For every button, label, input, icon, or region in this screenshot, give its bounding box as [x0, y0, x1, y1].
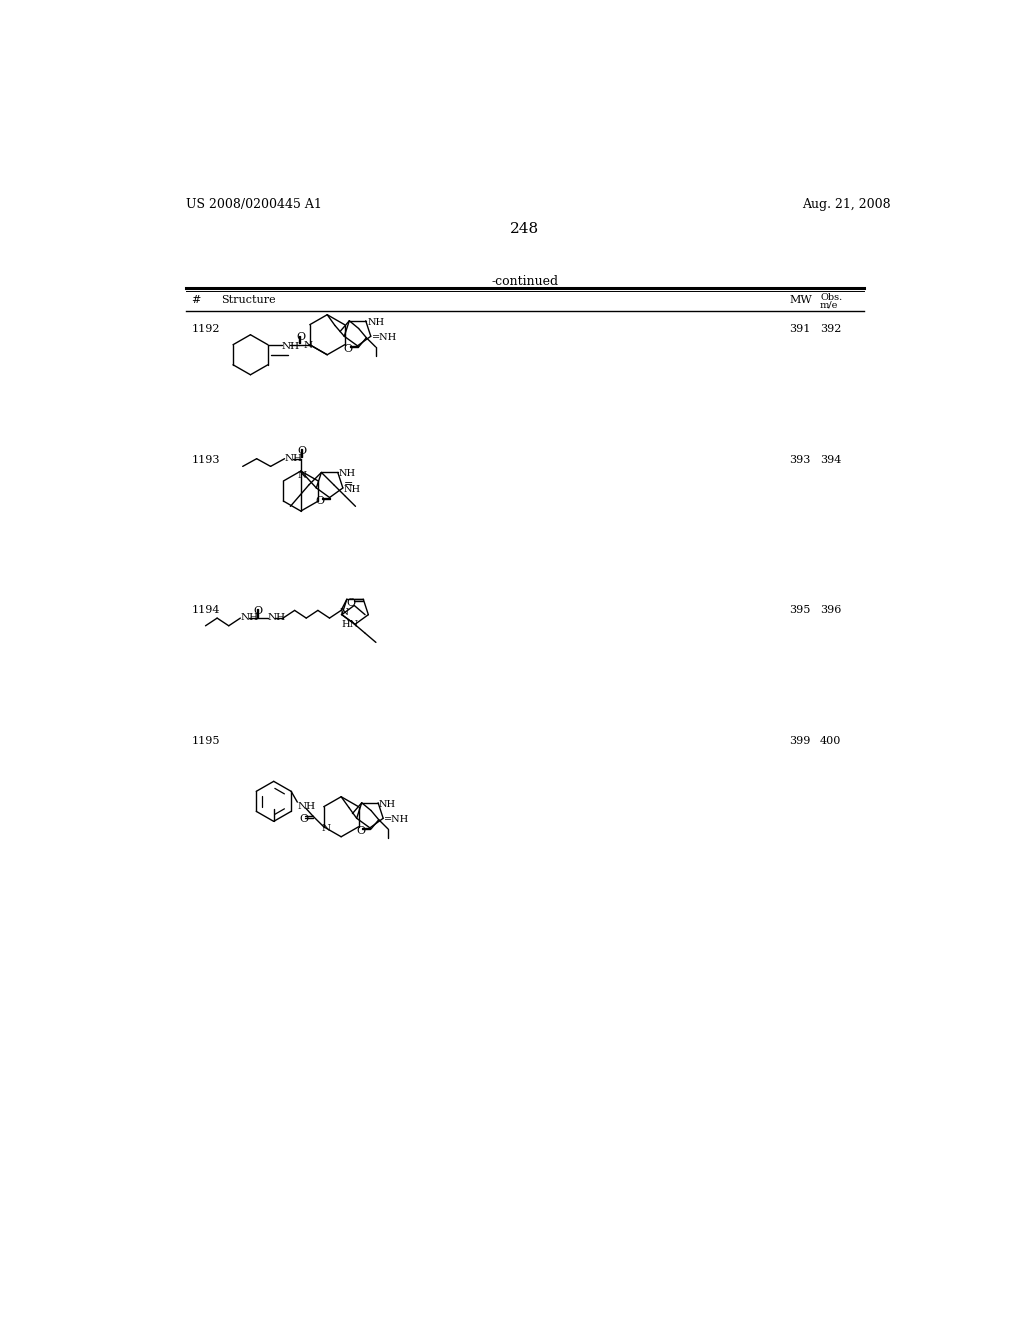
Text: N: N — [298, 471, 307, 480]
Text: 399: 399 — [790, 737, 810, 746]
Text: 396: 396 — [820, 605, 842, 615]
Text: MW: MW — [790, 296, 812, 305]
Text: NH: NH — [379, 800, 396, 809]
Text: 248: 248 — [510, 222, 540, 235]
Text: #: # — [191, 296, 201, 305]
Text: Structure: Structure — [221, 296, 275, 305]
Text: N: N — [304, 341, 312, 350]
Text: NH: NH — [344, 484, 360, 494]
Text: NH: NH — [368, 318, 384, 326]
Text: 395: 395 — [790, 605, 810, 615]
Text: O: O — [315, 496, 325, 506]
Text: Aug. 21, 2008: Aug. 21, 2008 — [802, 198, 891, 211]
Text: O: O — [344, 345, 352, 354]
Text: NH: NH — [285, 454, 303, 463]
Text: =: = — [344, 479, 353, 490]
Text: NH: NH — [339, 470, 355, 478]
Text: Obs.: Obs. — [820, 293, 843, 302]
Text: 400: 400 — [820, 737, 842, 746]
Text: O: O — [254, 606, 263, 615]
Text: 1193: 1193 — [191, 455, 220, 465]
Text: 391: 391 — [790, 323, 810, 334]
Text: NH: NH — [267, 614, 286, 623]
Text: =NH: =NH — [384, 816, 410, 824]
Text: O: O — [299, 814, 308, 825]
Text: =NH: =NH — [373, 333, 397, 342]
Text: N: N — [340, 609, 349, 616]
Text: 393: 393 — [790, 455, 810, 465]
Text: O: O — [356, 826, 366, 837]
Text: O: O — [296, 333, 305, 342]
Text: 1192: 1192 — [191, 323, 220, 334]
Text: O: O — [298, 446, 307, 457]
Text: 1195: 1195 — [191, 737, 220, 746]
Text: O: O — [346, 598, 355, 607]
Text: 392: 392 — [820, 323, 842, 334]
Text: US 2008/0200445 A1: US 2008/0200445 A1 — [186, 198, 322, 211]
Text: -continued: -continued — [492, 276, 558, 289]
Text: NH: NH — [241, 614, 258, 623]
Text: NH: NH — [297, 803, 315, 810]
Text: NH: NH — [282, 342, 300, 351]
Text: 1194: 1194 — [191, 605, 220, 615]
Text: m/e: m/e — [820, 301, 839, 310]
Text: 394: 394 — [820, 455, 842, 465]
Text: HN: HN — [341, 619, 358, 628]
Text: N: N — [322, 824, 331, 833]
